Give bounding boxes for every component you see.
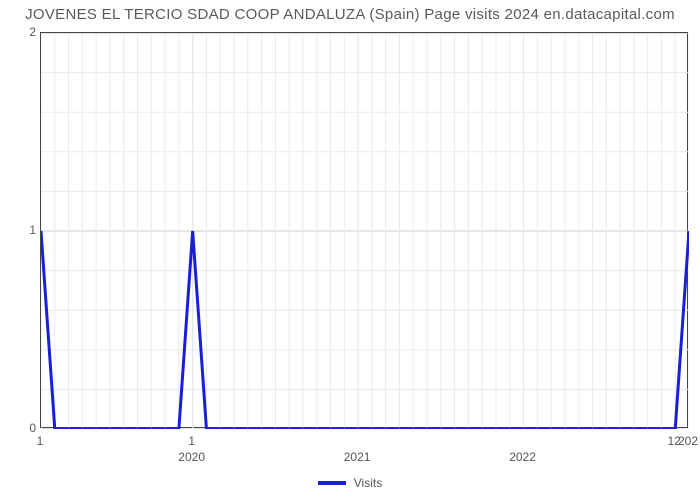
y-tick-label: 0	[29, 421, 36, 435]
y-tick-label: 2	[29, 25, 36, 39]
plot-area	[40, 32, 688, 428]
chart-area: 012 1112202202020212022	[0, 26, 700, 466]
x-year-label: 2021	[344, 450, 371, 464]
y-tick-label: 1	[29, 223, 36, 237]
legend-swatch	[318, 481, 346, 485]
legend-label: Visits	[354, 476, 382, 490]
x-tick-label: 1	[188, 434, 195, 448]
chart-title: JOVENES EL TERCIO SDAD COOP ANDALUZA (Sp…	[0, 0, 700, 23]
x-tick-label: 1	[37, 434, 44, 448]
legend: Visits	[0, 470, 700, 496]
x-year-label: 2020	[178, 450, 205, 464]
line-series	[41, 33, 689, 429]
x-tick-label: 202	[678, 434, 698, 448]
x-year-label: 2022	[509, 450, 536, 464]
